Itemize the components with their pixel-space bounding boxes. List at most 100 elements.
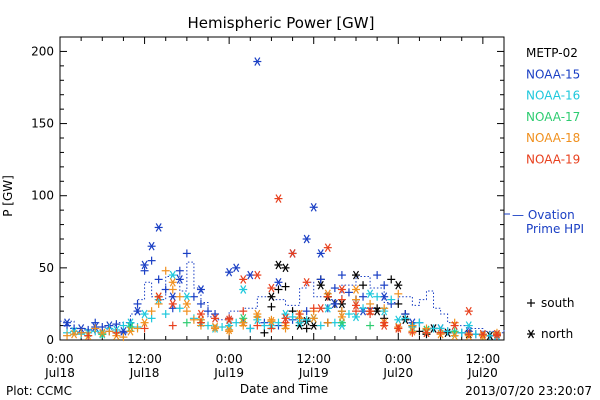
north-point <box>309 321 318 330</box>
north-point <box>196 285 205 294</box>
y-tick-label: 100 <box>31 189 54 203</box>
south-point <box>485 331 494 340</box>
south-point <box>359 281 368 290</box>
south-point <box>330 318 339 327</box>
south-point <box>274 285 283 294</box>
north-point <box>119 327 128 336</box>
south-point <box>302 315 311 324</box>
legend-symbol-label: south <box>541 296 575 310</box>
south-point <box>196 318 205 327</box>
north-point <box>253 309 262 319</box>
north-point <box>246 270 255 280</box>
north-point <box>70 329 79 339</box>
north-point <box>211 322 220 332</box>
south-point <box>344 310 353 319</box>
south-point <box>225 327 234 336</box>
north-point <box>147 241 156 251</box>
south-point <box>133 324 142 333</box>
south-point <box>98 330 107 339</box>
north-point <box>239 318 248 328</box>
north-point <box>253 270 262 280</box>
y-tick-label: 150 <box>31 117 54 131</box>
north-point <box>154 292 163 302</box>
south-point <box>316 275 325 284</box>
south-point <box>161 266 170 275</box>
south-point <box>119 333 128 342</box>
south-point <box>189 315 198 324</box>
south-point <box>401 314 410 323</box>
north-point <box>492 329 501 339</box>
north-point <box>168 299 177 309</box>
south-point <box>436 328 445 337</box>
data-marks <box>63 57 501 342</box>
south-point <box>140 266 149 275</box>
south-point <box>309 304 318 313</box>
legend-symbol-label: north <box>541 327 573 341</box>
south-point <box>196 299 205 308</box>
legend-south-symbol <box>527 299 535 307</box>
south-point <box>464 330 473 339</box>
footer-timestamp: 2013/07/20 23:20:07 <box>465 384 592 398</box>
north-point <box>63 318 72 328</box>
south-point <box>387 275 396 284</box>
north-point <box>232 263 241 273</box>
north-point <box>168 270 177 280</box>
north-point <box>352 312 360 322</box>
south-point <box>330 284 339 293</box>
south-point <box>450 327 459 336</box>
south-point <box>182 318 191 327</box>
south-point <box>161 310 170 319</box>
south-point <box>373 271 382 280</box>
south-point <box>133 299 142 308</box>
north-point <box>126 327 135 336</box>
north-point <box>316 303 325 313</box>
north-point <box>373 306 382 316</box>
x-tick-label-date: Jul18 <box>129 366 160 380</box>
north-point <box>450 321 459 330</box>
south-point <box>168 304 177 313</box>
south-point <box>84 331 93 340</box>
north-point <box>394 315 403 325</box>
north-point <box>133 306 142 316</box>
south-point <box>380 281 389 290</box>
south-point <box>204 307 212 316</box>
south-point <box>344 288 353 297</box>
north-point <box>316 280 325 290</box>
legend-item-noaa-16: NOAA-16 <box>526 89 580 103</box>
south-point <box>359 292 368 301</box>
north-point <box>309 202 318 212</box>
south-point <box>246 324 255 333</box>
north-point <box>239 275 248 284</box>
north-point <box>140 309 149 319</box>
south-point <box>91 324 100 333</box>
south-point <box>267 315 276 324</box>
south-point <box>323 292 332 301</box>
south-point <box>98 323 107 332</box>
south-point <box>408 321 417 330</box>
y-tick-label: 200 <box>31 44 54 58</box>
south-point <box>175 292 184 301</box>
north-point <box>267 283 276 293</box>
north-point <box>225 315 234 325</box>
south-point <box>316 321 325 330</box>
north-point <box>225 325 234 335</box>
south-point <box>182 307 191 316</box>
south-point <box>471 330 480 339</box>
south-point <box>154 299 163 308</box>
south-point <box>323 318 332 327</box>
x-tick-label-time: 12:00 <box>127 352 162 366</box>
south-point <box>380 304 389 313</box>
x-tick-label-time: 12:00 <box>296 352 331 366</box>
north-point <box>168 277 177 287</box>
south-point <box>352 307 360 316</box>
legend-item-noaa-19: NOAA-19 <box>526 153 580 167</box>
south-point <box>337 271 346 280</box>
chart-title: Hemispheric Power [GW] <box>188 14 375 32</box>
x-tick-label-date: Jul20 <box>382 366 413 380</box>
south-point <box>260 321 269 330</box>
south-point <box>359 304 368 313</box>
south-point <box>267 324 276 333</box>
south-point <box>218 323 227 332</box>
north-point <box>274 277 283 287</box>
